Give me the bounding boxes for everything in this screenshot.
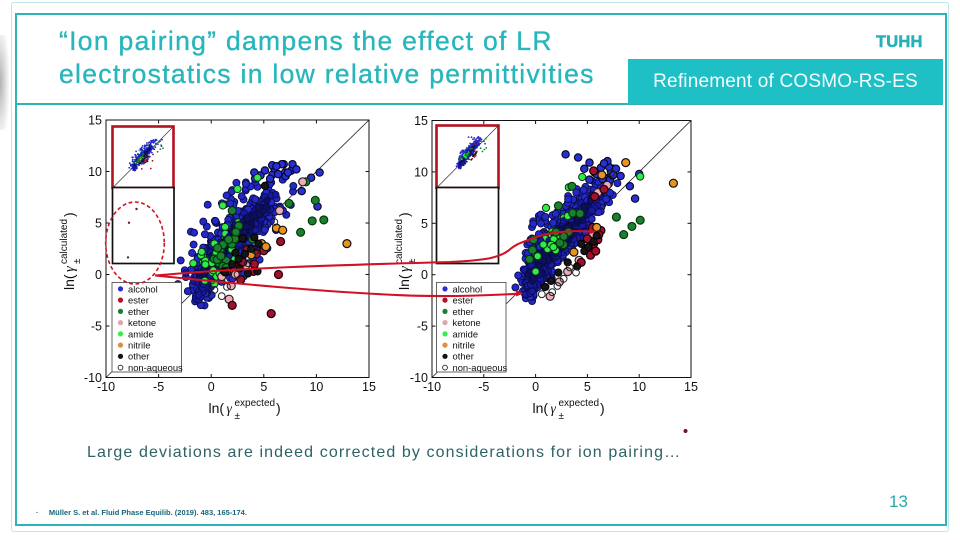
svg-text:10: 10	[632, 380, 646, 394]
svg-text:expected: expected	[235, 398, 276, 409]
svg-text:ln(: ln(	[533, 400, 549, 416]
svg-text:-10: -10	[97, 380, 115, 394]
svg-text:±: ±	[235, 411, 241, 422]
svg-text:ln(: ln(	[61, 274, 77, 290]
svg-text:0: 0	[421, 268, 428, 282]
svg-text:10: 10	[414, 165, 428, 179]
svg-text:0: 0	[532, 380, 539, 394]
svg-text:calculated: calculated	[59, 219, 70, 264]
svg-text:γ: γ	[551, 401, 557, 416]
svg-text:5: 5	[95, 217, 102, 231]
svg-text:5: 5	[421, 217, 428, 231]
svg-text:0: 0	[95, 268, 102, 282]
svg-text:): )	[396, 212, 412, 217]
svg-text:ln(: ln(	[209, 400, 225, 416]
svg-text:-5: -5	[91, 320, 102, 334]
svg-text:15: 15	[684, 380, 698, 394]
svg-text:10: 10	[309, 380, 323, 394]
svg-text:-10: -10	[423, 380, 441, 394]
svg-text:-10: -10	[84, 371, 102, 385]
svg-text:15: 15	[414, 114, 428, 128]
svg-text:ln(: ln(	[396, 274, 412, 290]
svg-text:-5: -5	[153, 380, 164, 394]
svg-text:-5: -5	[417, 320, 428, 334]
svg-text:calculated: calculated	[394, 219, 405, 264]
svg-text:±: ±	[559, 411, 565, 422]
svg-text:-10: -10	[410, 371, 428, 385]
svg-text:γ: γ	[397, 265, 413, 272]
svg-text:γ: γ	[62, 265, 78, 272]
svg-text:15: 15	[88, 114, 102, 128]
svg-text:5: 5	[260, 380, 267, 394]
svg-text:-5: -5	[478, 380, 489, 394]
svg-text:10: 10	[88, 165, 102, 179]
svg-text:0: 0	[208, 380, 215, 394]
svg-text:): )	[600, 400, 605, 416]
svg-text:): )	[276, 400, 281, 416]
svg-text:5: 5	[584, 380, 591, 394]
svg-text:): )	[61, 212, 77, 217]
svg-text:γ: γ	[227, 401, 233, 416]
svg-text:expected: expected	[559, 398, 600, 409]
svg-text:15: 15	[362, 380, 376, 394]
svg-text:±: ±	[72, 258, 83, 264]
svg-text:±: ±	[407, 258, 418, 264]
